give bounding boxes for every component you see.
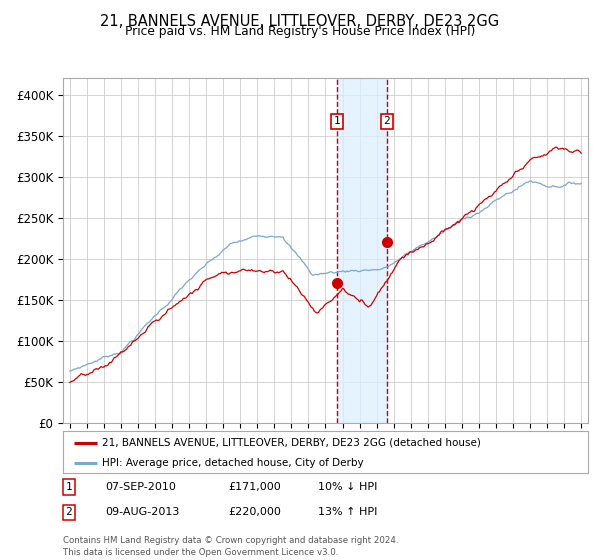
Text: 10% ↓ HPI: 10% ↓ HPI (318, 482, 377, 492)
Text: 09-AUG-2013: 09-AUG-2013 (105, 507, 179, 517)
Text: Contains HM Land Registry data © Crown copyright and database right 2024.
This d: Contains HM Land Registry data © Crown c… (63, 536, 398, 557)
Text: 21, BANNELS AVENUE, LITTLEOVER, DERBY, DE23 2GG: 21, BANNELS AVENUE, LITTLEOVER, DERBY, D… (100, 14, 500, 29)
Text: HPI: Average price, detached house, City of Derby: HPI: Average price, detached house, City… (103, 458, 364, 468)
Text: 2: 2 (383, 116, 390, 127)
Text: 13% ↑ HPI: 13% ↑ HPI (318, 507, 377, 517)
Text: Price paid vs. HM Land Registry's House Price Index (HPI): Price paid vs. HM Land Registry's House … (125, 25, 475, 38)
Text: 07-SEP-2010: 07-SEP-2010 (105, 482, 176, 492)
Text: 1: 1 (334, 116, 340, 127)
Text: 1: 1 (65, 482, 73, 492)
Bar (337, 78, 387, 423)
Text: 2: 2 (65, 507, 73, 517)
Text: £220,000: £220,000 (228, 507, 281, 517)
Text: 21, BANNELS AVENUE, LITTLEOVER, DERBY, DE23 2GG (detached house): 21, BANNELS AVENUE, LITTLEOVER, DERBY, D… (103, 438, 481, 448)
Text: £171,000: £171,000 (228, 482, 281, 492)
